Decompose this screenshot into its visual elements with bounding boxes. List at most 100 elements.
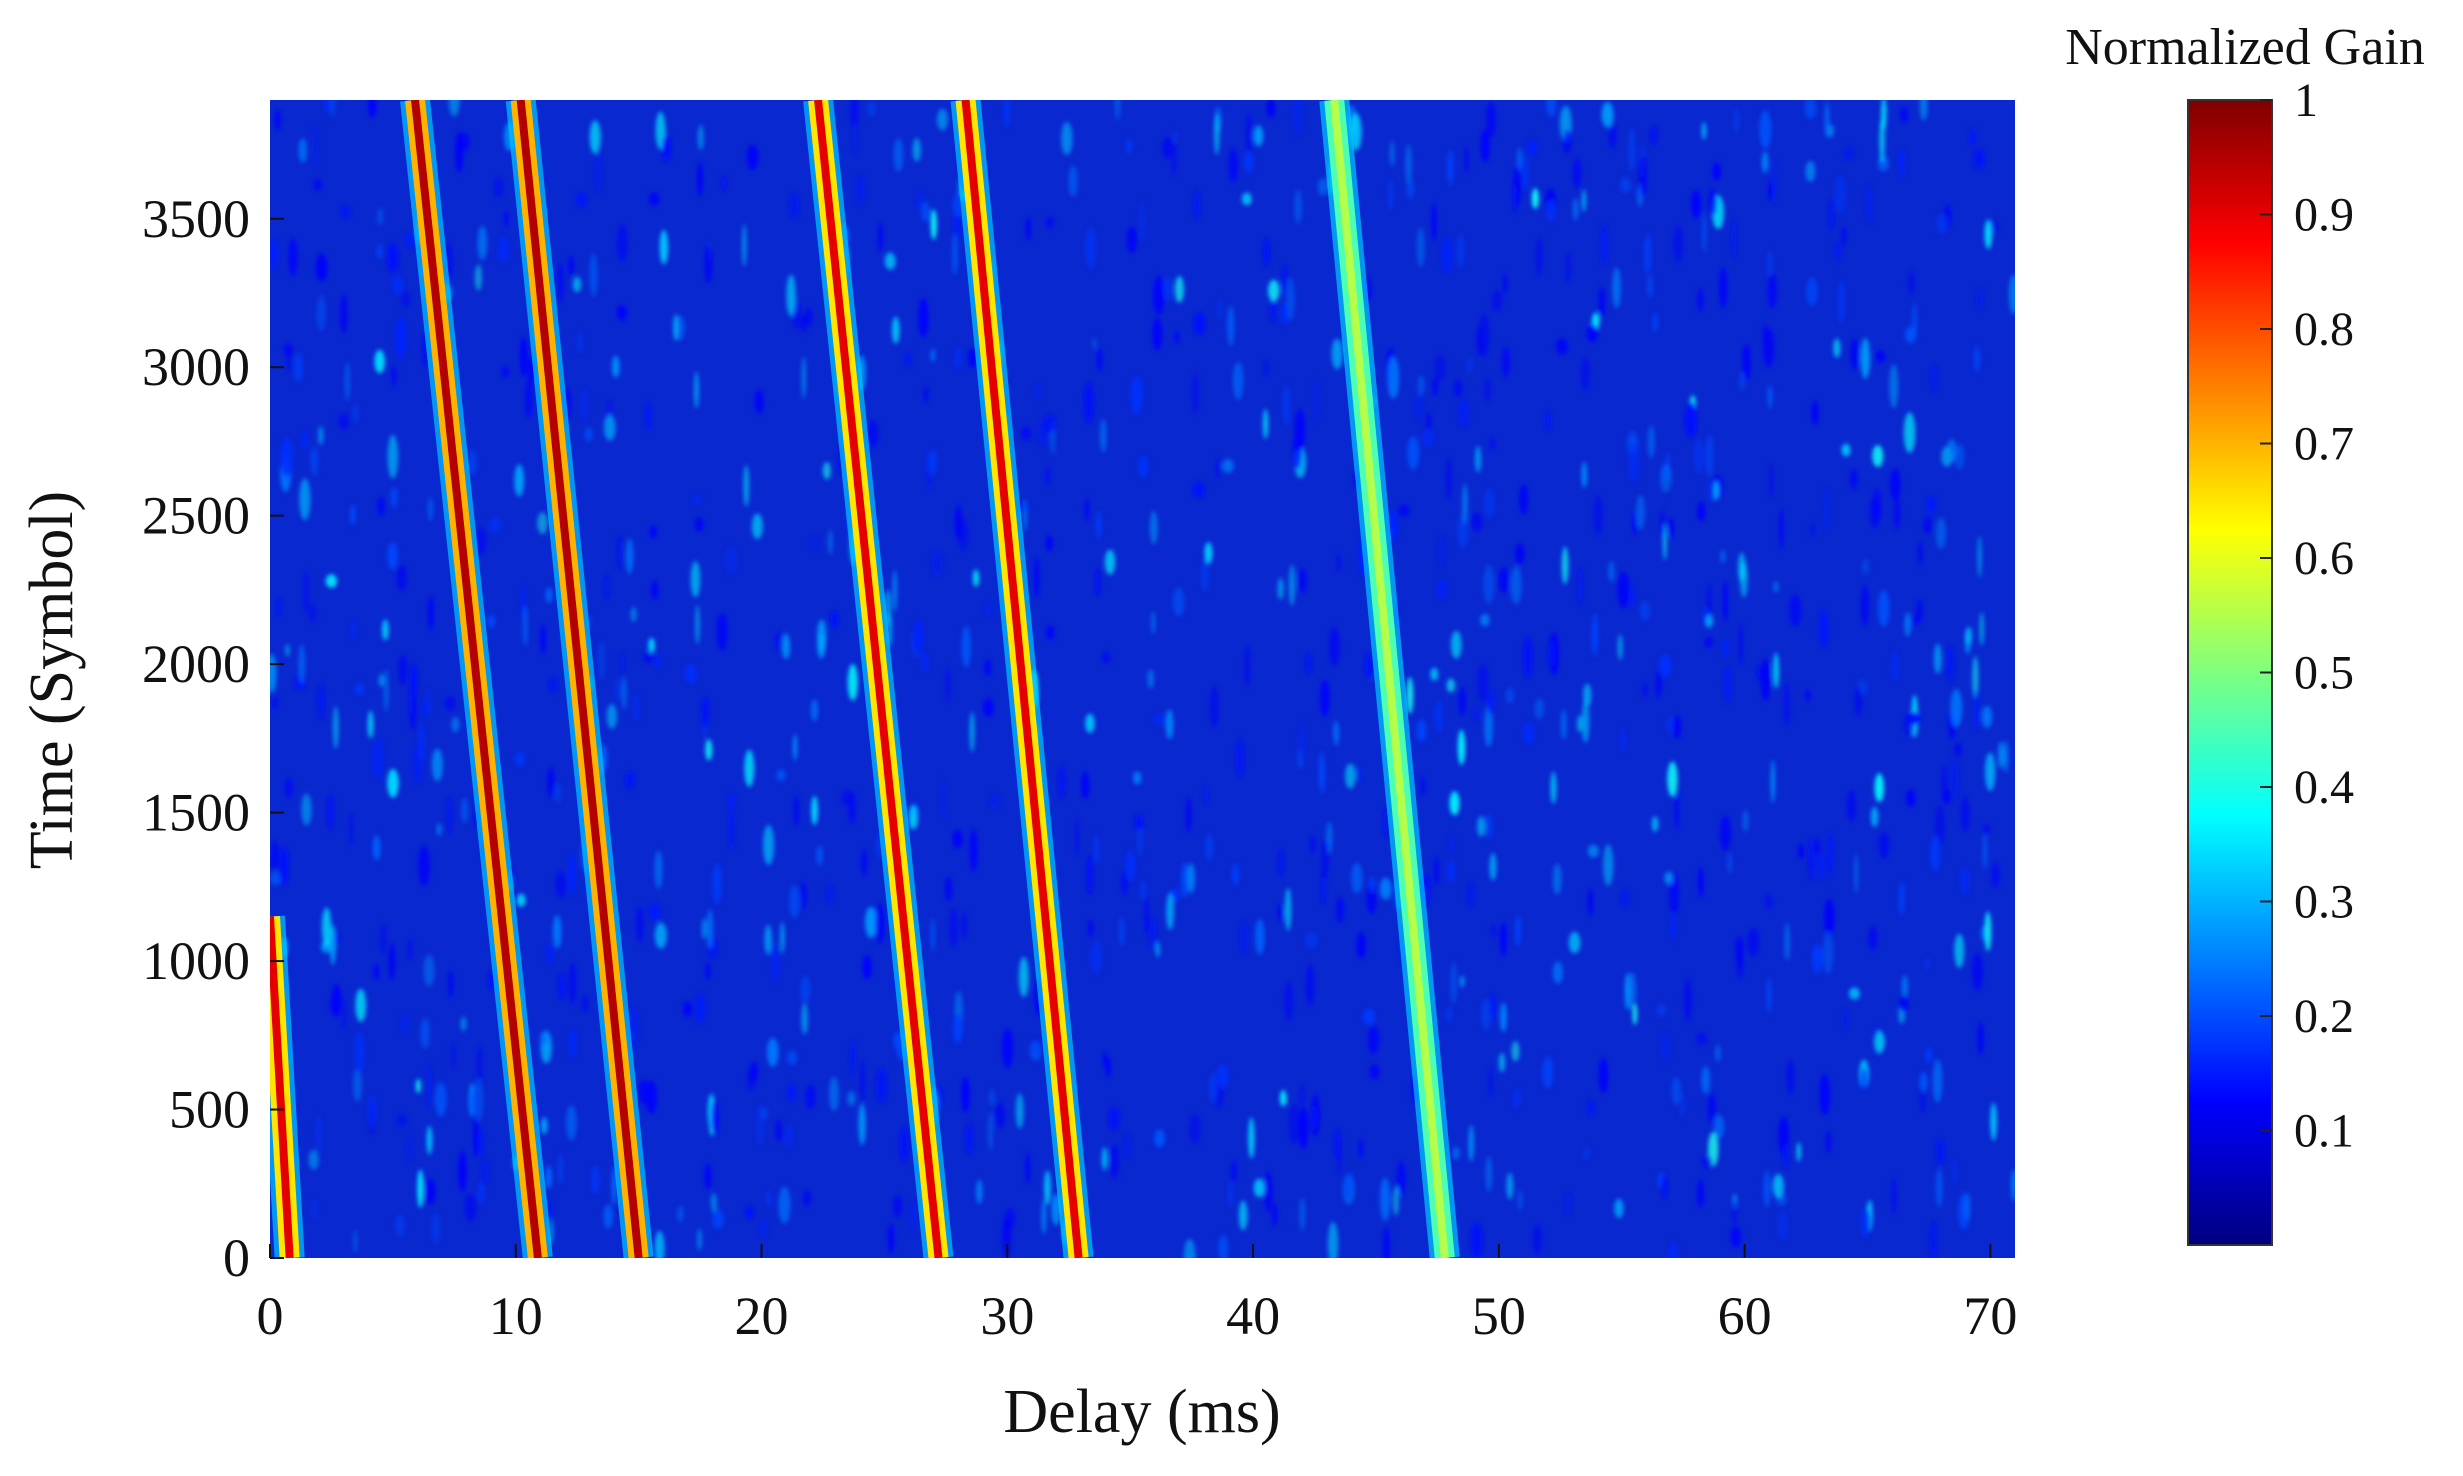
colorbar-tick-label: 0.1 bbox=[2294, 1105, 2354, 1158]
noise-speckle bbox=[858, 1103, 866, 1146]
noise-speckle bbox=[860, 1059, 865, 1103]
noise-speckle bbox=[786, 274, 796, 317]
noise-speckle bbox=[1095, 567, 1100, 597]
noise-speckle bbox=[1487, 689, 1494, 715]
noise-speckle bbox=[725, 545, 738, 575]
noise-speckle bbox=[1621, 728, 1626, 752]
noise-speckle bbox=[695, 604, 700, 645]
noise-speckle bbox=[1701, 1155, 1713, 1169]
noise-speckle bbox=[1598, 286, 1606, 319]
noise-speckle bbox=[955, 346, 961, 371]
noise-speckle bbox=[1268, 279, 1280, 302]
noise-speckle bbox=[1022, 499, 1028, 532]
noise-speckle bbox=[1175, 276, 1184, 303]
noise-speckle bbox=[1666, 716, 1675, 734]
noise-speckle bbox=[1472, 706, 1481, 722]
noise-speckle bbox=[801, 356, 806, 400]
noise-speckle bbox=[344, 361, 350, 402]
noise-speckle bbox=[865, 906, 877, 938]
noise-speckle bbox=[1720, 549, 1726, 564]
noise-speckle bbox=[329, 100, 336, 117]
noise-speckle bbox=[909, 1200, 916, 1231]
noise-speckle bbox=[1843, 1008, 1848, 1030]
y-tick-label: 0 bbox=[223, 1228, 250, 1288]
noise-speckle bbox=[931, 550, 943, 577]
noise-speckle bbox=[569, 1029, 577, 1059]
noise-speckle bbox=[1119, 916, 1125, 946]
noise-speckle bbox=[407, 1135, 412, 1163]
noise-speckle bbox=[1002, 1028, 1014, 1069]
noise-speckle bbox=[1105, 1057, 1111, 1078]
noise-speckle bbox=[1779, 509, 1784, 550]
noise-speckle bbox=[1806, 277, 1818, 307]
noise-speckle bbox=[1151, 610, 1156, 634]
noise-speckle bbox=[1288, 564, 1296, 607]
noise-speckle bbox=[789, 192, 800, 220]
noise-speckle bbox=[927, 449, 938, 476]
noise-speckle bbox=[1434, 354, 1446, 383]
noise-speckle bbox=[1782, 1141, 1790, 1170]
noise-speckle bbox=[1925, 957, 1930, 971]
path-trace-1 bbox=[270, 915, 305, 1258]
noise-speckle bbox=[811, 795, 818, 826]
noise-speckle bbox=[1416, 719, 1427, 742]
noise-speckle bbox=[1512, 165, 1522, 206]
noise-speckle bbox=[727, 793, 735, 810]
noise-speckle bbox=[930, 348, 936, 362]
noise-speckle bbox=[1488, 1066, 1494, 1099]
noise-speckle bbox=[1523, 636, 1533, 679]
noise-speckle bbox=[493, 176, 504, 198]
noise-speckle bbox=[1854, 852, 1859, 895]
noise-speckle bbox=[1534, 698, 1545, 719]
noise-speckle bbox=[1667, 761, 1678, 797]
noise-speckle bbox=[308, 1150, 319, 1170]
noise-speckle bbox=[1823, 930, 1834, 975]
noise-speckle bbox=[690, 561, 701, 598]
noise-speckle bbox=[875, 903, 885, 944]
noise-speckle bbox=[1356, 932, 1366, 959]
noise-speckle bbox=[780, 922, 785, 954]
noise-speckle bbox=[473, 1114, 479, 1158]
noise-speckle bbox=[1484, 706, 1493, 748]
noise-speckle bbox=[390, 487, 398, 508]
noise-speckle bbox=[876, 1068, 887, 1104]
noise-speckle bbox=[976, 1179, 983, 1205]
noise-speckle bbox=[1560, 709, 1567, 741]
noise-speckle bbox=[1960, 866, 1970, 896]
x-axis-label: Delay (ms) bbox=[1003, 1378, 1280, 1446]
noise-speckle bbox=[1548, 631, 1560, 676]
y-tick-label: 1500 bbox=[142, 783, 250, 843]
noise-speckle bbox=[1388, 178, 1394, 211]
noise-speckle bbox=[612, 355, 620, 378]
noise-speckle bbox=[1244, 644, 1251, 688]
noise-speckle bbox=[1702, 212, 1707, 253]
noise-speckle bbox=[1436, 579, 1447, 599]
noise-speckle bbox=[1414, 393, 1423, 421]
noise-speckle bbox=[1977, 536, 1982, 578]
noise-speckle bbox=[1090, 941, 1103, 975]
noise-speckle bbox=[1109, 1144, 1120, 1178]
noise-speckle bbox=[758, 1219, 768, 1237]
noise-speckle bbox=[1819, 609, 1829, 648]
noise-speckle bbox=[399, 1013, 410, 1035]
noise-speckle bbox=[566, 1104, 577, 1141]
noise-speckle bbox=[1834, 175, 1847, 214]
noise-speckle bbox=[1823, 488, 1829, 532]
noise-speckle bbox=[1033, 384, 1043, 399]
noise-speckle bbox=[1187, 863, 1195, 894]
noise-speckle bbox=[1759, 110, 1772, 149]
noise-speckle bbox=[1336, 896, 1345, 924]
noise-speckle bbox=[1126, 226, 1137, 254]
noise-speckle bbox=[701, 697, 710, 728]
noise-speckle bbox=[1735, 951, 1745, 980]
noise-speckle bbox=[1535, 237, 1543, 277]
noise-speckle bbox=[1639, 600, 1650, 622]
noise-speckle bbox=[270, 238, 278, 270]
noise-speckle bbox=[487, 615, 496, 629]
noise-speckle bbox=[1632, 1003, 1638, 1026]
noise-speckle bbox=[1950, 688, 1963, 728]
noise-speckle bbox=[745, 1205, 754, 1220]
noise-speckle bbox=[1568, 931, 1581, 954]
noise-speckle bbox=[1872, 487, 1882, 524]
noise-speckle bbox=[376, 244, 383, 259]
